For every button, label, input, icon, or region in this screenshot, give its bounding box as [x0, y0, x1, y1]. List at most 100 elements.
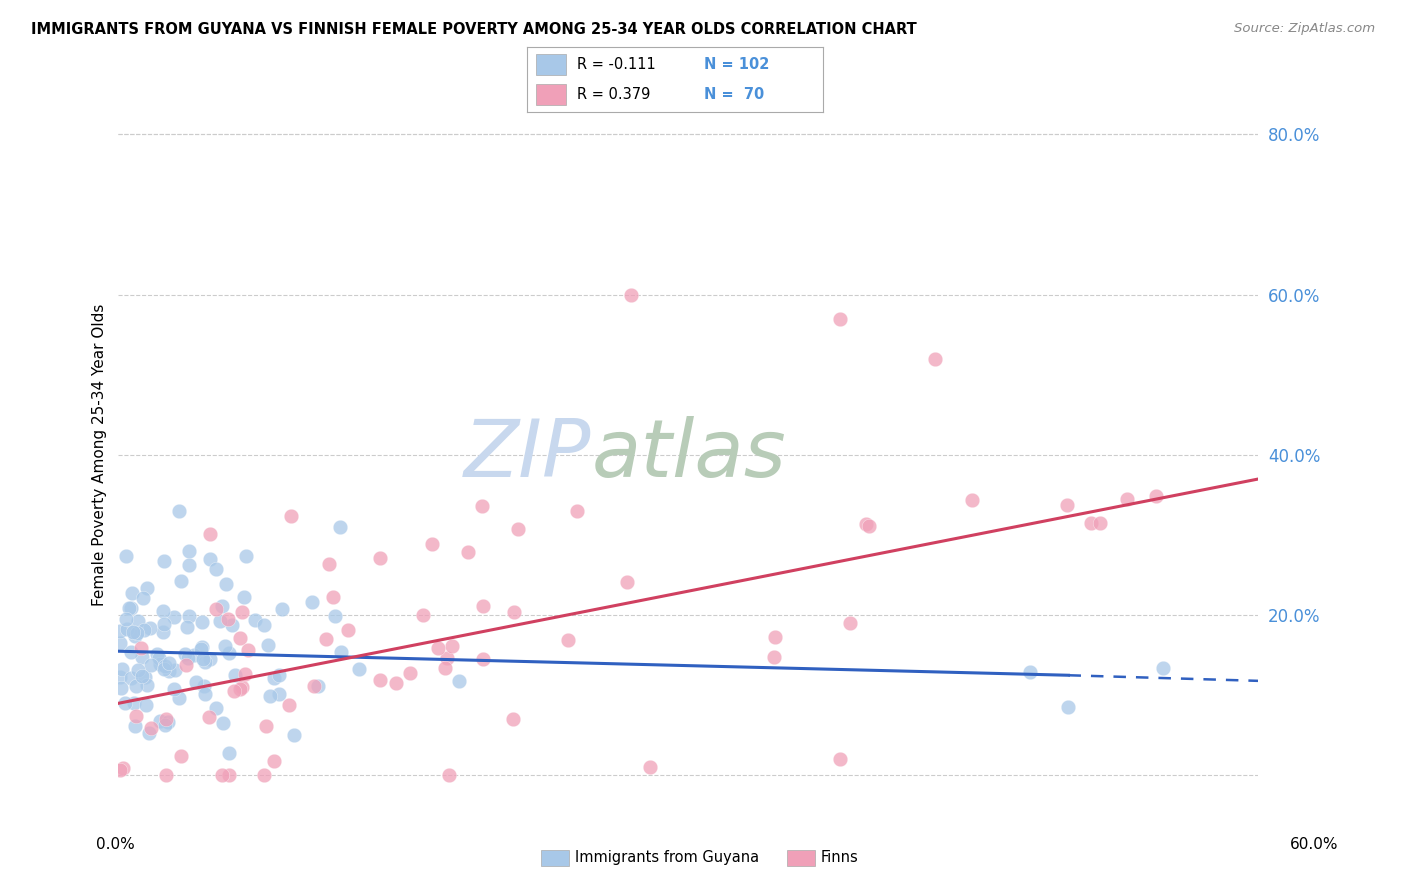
Point	[506, 522, 529, 536]
Point	[149, 714, 172, 729]
Point	[200, 552, 222, 566]
Point	[153, 554, 176, 568]
Point	[148, 651, 170, 665]
Point	[502, 605, 524, 619]
Point	[194, 655, 217, 669]
Point	[502, 712, 524, 726]
Point	[858, 519, 880, 533]
Point	[157, 714, 180, 729]
Point	[114, 696, 136, 710]
Point	[398, 666, 420, 681]
Point	[191, 640, 214, 654]
Point	[174, 647, 197, 661]
Point	[129, 641, 152, 656]
Text: R = 0.379: R = 0.379	[578, 87, 651, 102]
Point	[231, 605, 253, 619]
Point	[170, 574, 193, 588]
Point	[190, 641, 212, 656]
Point	[134, 670, 156, 684]
Point	[1115, 492, 1137, 507]
Point	[152, 604, 174, 618]
Point	[135, 698, 157, 713]
Point	[269, 687, 291, 701]
Point	[121, 586, 143, 600]
Point	[153, 662, 176, 676]
Point	[205, 700, 228, 714]
Point	[170, 748, 193, 763]
Point	[157, 657, 180, 671]
Text: Source: ZipAtlas.com: Source: ZipAtlas.com	[1234, 22, 1375, 36]
Point	[1080, 516, 1102, 530]
Point	[214, 639, 236, 653]
Point	[224, 668, 246, 682]
Point	[336, 624, 359, 638]
Point	[426, 641, 449, 656]
Point	[557, 633, 579, 648]
Point	[212, 715, 235, 730]
Text: IMMIGRANTS FROM GUYANA VS FINNISH FEMALE POVERTY AMONG 25-34 YEAR OLDS CORRELATI: IMMIGRANTS FROM GUYANA VS FINNISH FEMALE…	[31, 22, 917, 37]
Point	[565, 504, 588, 518]
Point	[198, 652, 221, 666]
Point	[329, 520, 352, 534]
Text: ZIP: ZIP	[464, 416, 592, 494]
Point	[163, 681, 186, 696]
Point	[222, 684, 245, 698]
Point	[228, 682, 250, 697]
Point	[218, 768, 240, 782]
Point	[318, 558, 340, 572]
Point	[471, 499, 494, 513]
Point	[111, 662, 134, 676]
Point	[1057, 700, 1080, 714]
Point	[183, 648, 205, 662]
Point	[177, 608, 200, 623]
Point	[194, 687, 217, 701]
Point	[263, 755, 285, 769]
Point	[136, 582, 159, 596]
Point	[259, 689, 281, 703]
Point	[198, 527, 221, 541]
Point	[112, 761, 135, 775]
Point	[457, 545, 479, 559]
Bar	[536, 54, 565, 75]
Point	[347, 662, 370, 676]
Point	[830, 752, 852, 766]
Point	[269, 667, 291, 681]
Point	[110, 681, 132, 696]
Point	[229, 631, 252, 645]
Point	[762, 650, 785, 665]
Point	[167, 504, 190, 518]
Bar	[536, 84, 565, 105]
Point	[110, 670, 132, 684]
Point	[153, 658, 176, 673]
Point	[384, 676, 406, 690]
Text: Immigrants from Guyana: Immigrants from Guyana	[575, 850, 759, 864]
Point	[1090, 516, 1112, 531]
Point	[193, 679, 215, 693]
Point	[235, 549, 257, 564]
Point	[283, 728, 305, 742]
Point	[830, 311, 852, 326]
Point	[117, 622, 139, 636]
Point	[152, 625, 174, 640]
Point	[322, 590, 344, 604]
Point	[233, 667, 256, 681]
Text: atlas: atlas	[592, 416, 786, 494]
Point	[439, 768, 461, 782]
Point	[163, 609, 186, 624]
Point	[179, 558, 201, 572]
Point	[139, 658, 162, 673]
Point	[115, 549, 138, 563]
Point	[217, 612, 239, 626]
Point	[214, 577, 236, 591]
Point	[855, 516, 877, 531]
Point	[177, 544, 200, 558]
Point	[149, 657, 172, 672]
Point	[153, 617, 176, 632]
Point	[253, 768, 276, 782]
Point	[1153, 661, 1175, 675]
Point	[204, 562, 226, 576]
Point	[122, 625, 145, 640]
Point	[368, 673, 391, 687]
Text: 0.0%: 0.0%	[96, 838, 135, 852]
Point	[471, 599, 494, 613]
